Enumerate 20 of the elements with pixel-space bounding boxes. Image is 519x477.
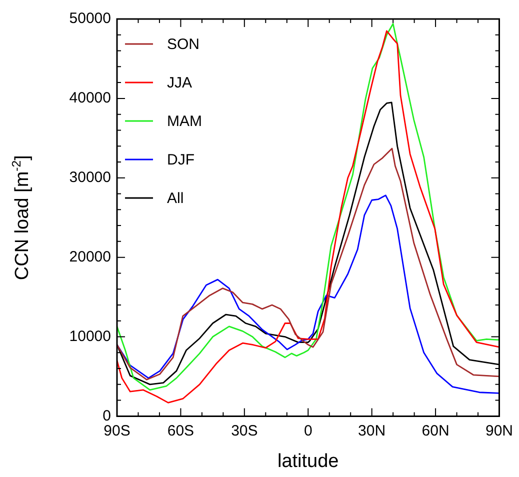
legend-label: DJF [167, 152, 194, 169]
legend-label: All [167, 190, 184, 208]
x-tick-label: 60N [422, 422, 450, 440]
x-tick-label: 90N [485, 422, 514, 440]
x-tick-label: 60S [167, 422, 194, 440]
legend-label: SON [167, 36, 200, 54]
x-tick-label: 30S [231, 422, 258, 440]
y-tick-label: 10000 [69, 328, 111, 345]
x-axis-title: latitude [277, 450, 339, 472]
x-tick-label: 0 [304, 422, 312, 440]
y-tick-label: 20000 [69, 248, 111, 266]
y-tick-label: 50000 [69, 10, 111, 28]
y-tick-label: 30000 [69, 169, 111, 186]
legend-label: MAM [167, 113, 202, 130]
legend-label: JJA [167, 74, 192, 92]
y-axis-title: CCN load [m-2] [9, 155, 33, 280]
y-tick-label: 0 [102, 407, 111, 424]
x-tick-label: 90S [104, 422, 130, 440]
y-tick-label: 40000 [69, 90, 111, 107]
x-tick-label: 30N [358, 422, 386, 440]
